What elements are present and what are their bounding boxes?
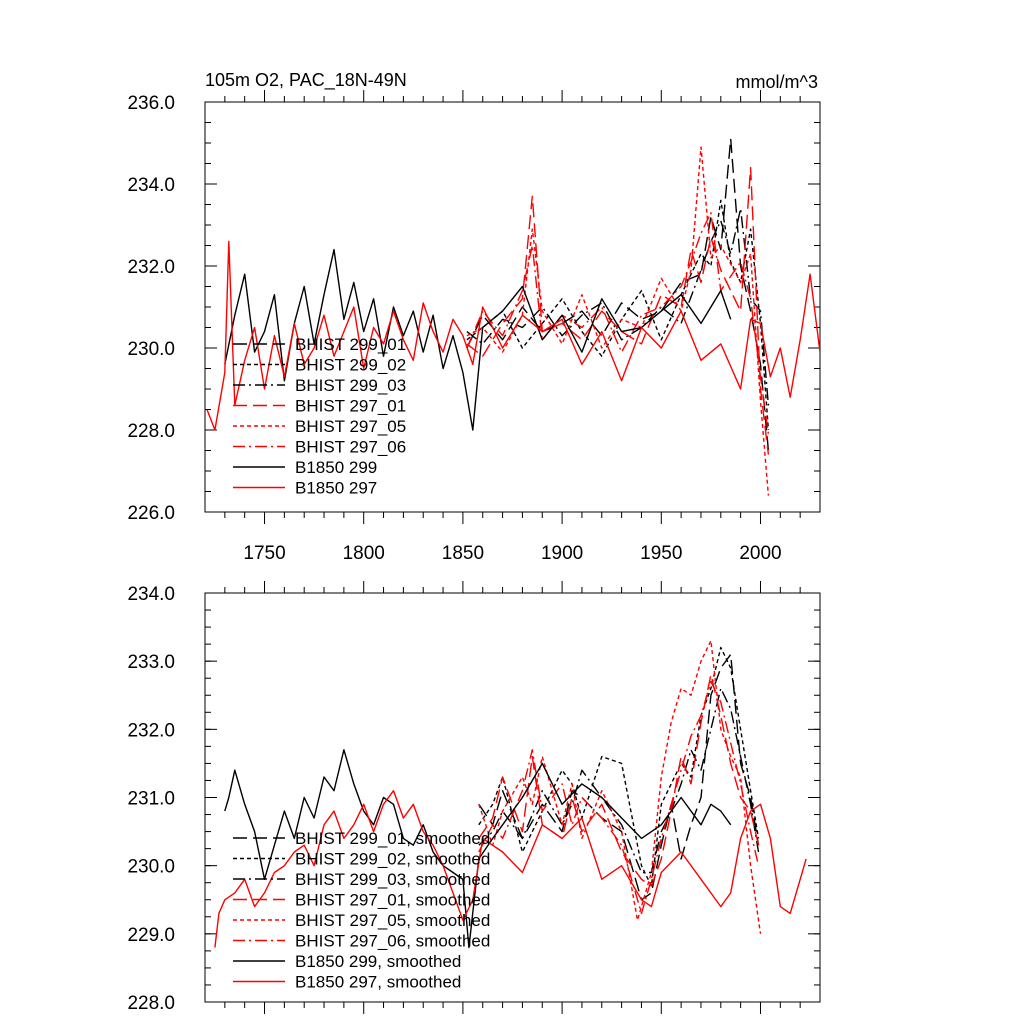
- series-line-4: [478, 674, 760, 887]
- legend-label: BHIST 299_03, smoothed: [295, 870, 490, 889]
- units-label: mmol/m^3: [736, 72, 818, 92]
- chart-panel-2: 228.0 229.0 230.0 231.0 232.0 233.0 234.0 BHIST…: [127, 581, 821, 1014]
- legend-label: BHIST 299_03: [295, 376, 406, 395]
- series-line-6: [466, 211, 770, 435]
- legend-label: BHIST 297_05, smoothed: [295, 911, 490, 930]
- series-group: [214, 640, 807, 949]
- legend-label: BHIST 299_02, smoothed: [295, 850, 490, 869]
- x-tick-label: 1900: [541, 543, 583, 564]
- series-line-3: [478, 687, 760, 874]
- y-tick-label: 228.0: [127, 993, 175, 1014]
- x-tick-label: 1950: [640, 543, 682, 564]
- legend-label: BHIST 297_06, smoothed: [295, 932, 490, 951]
- y-tick-label: 232.0: [127, 720, 175, 741]
- y-tick-label: 230.0: [127, 857, 175, 878]
- y-tick-label: 231.0: [127, 789, 175, 810]
- series-line-2: [478, 646, 760, 887]
- legend-label: BHIST 299_02: [295, 356, 406, 375]
- legend-label: BHIST 297_06: [295, 438, 406, 457]
- y-tick-label: 233.0: [127, 652, 175, 673]
- legend-label: B1850 297, smoothed: [295, 973, 461, 992]
- legend-label: BHIST 299_01, smoothed: [295, 829, 490, 848]
- legend-label: BHIST 297_01: [295, 397, 406, 416]
- series-line-5: [478, 640, 762, 934]
- legend-label: BHIST 299_01: [295, 335, 406, 354]
- series-line-8: [206, 240, 820, 431]
- y-tick-label: 236.0: [127, 93, 175, 114]
- x-tick-label: 1750: [243, 543, 285, 564]
- y-tick-label: 229.0: [127, 925, 175, 946]
- series-line-6: [478, 680, 760, 915]
- y-tick-label: 230.0: [127, 339, 175, 360]
- legend-label: BHIST 297_05: [295, 417, 406, 436]
- x-tick-label: 2000: [739, 543, 781, 564]
- series-group: [206, 138, 820, 496]
- x-tick-label: 1850: [442, 543, 484, 564]
- chart-title: 105m O2, PAC_18N-49N: [205, 70, 407, 91]
- legend-label: B1850 299, smoothed: [295, 952, 461, 971]
- series-line-1: [478, 653, 760, 901]
- series-line-2: [466, 199, 770, 431]
- series-line-4: [466, 166, 770, 455]
- series-line-1: [466, 138, 770, 451]
- series-line-7: [224, 749, 732, 949]
- series-line-3: [466, 207, 770, 406]
- y-tick-label: 232.0: [127, 257, 175, 278]
- legend-label: BHIST 297_01, smoothed: [295, 891, 490, 910]
- legend-label: B1850 299: [295, 458, 377, 477]
- chart-panel-1: 105m O2, PAC_18N-49N mmol/m^3 226.0 228.0 23…: [127, 70, 821, 564]
- y-tick-label: 234.0: [127, 175, 175, 196]
- y-tick-label: 228.0: [127, 421, 175, 442]
- y-tick-label: 234.0: [127, 584, 175, 605]
- legend: BHIST 299_01, smoothed BHIST 299_02, smoo…: [233, 829, 490, 992]
- x-tick-label: 1800: [343, 543, 385, 564]
- legend-label: B1850 297: [295, 479, 377, 498]
- series-line-5: [466, 146, 770, 496]
- series-line-8: [214, 790, 807, 948]
- y-tick-label: 226.0: [127, 503, 175, 524]
